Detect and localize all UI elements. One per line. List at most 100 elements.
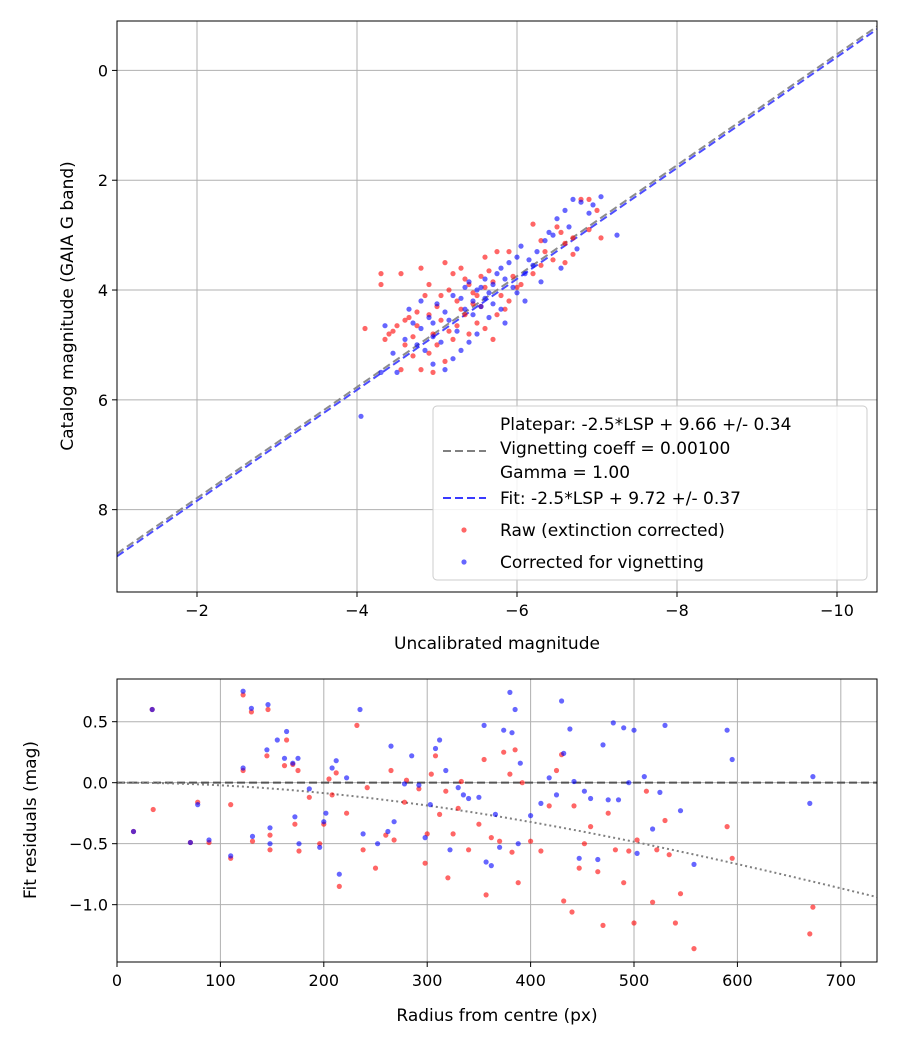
raw-point	[483, 892, 489, 898]
raw-point	[333, 770, 339, 776]
raw-point	[494, 249, 500, 255]
corrected-point	[514, 254, 520, 260]
corrected-point	[446, 317, 452, 323]
corrected-point	[264, 747, 270, 753]
raw-point	[478, 273, 484, 279]
raw-point	[438, 317, 444, 323]
raw-point	[677, 891, 684, 897]
x-tick-label: −8	[665, 601, 689, 620]
corrected-point	[406, 306, 412, 312]
corrected-point	[265, 702, 271, 708]
raw-point	[490, 336, 496, 342]
corrected-point	[571, 778, 577, 785]
top-x-axis-label: Uncalibrated magnitude	[394, 634, 600, 654]
raw-point	[514, 284, 520, 290]
x-tick-label: −10	[820, 601, 854, 620]
raw-point	[450, 336, 456, 342]
raw-point	[571, 803, 577, 809]
corrected-point	[458, 295, 464, 301]
y-tick-label: 0.5	[83, 713, 108, 732]
corrected-point	[360, 831, 366, 837]
raw-point	[576, 865, 582, 871]
corrected-point	[478, 284, 484, 290]
raw-point	[422, 860, 428, 866]
raw-point	[650, 899, 656, 905]
raw-point	[672, 920, 679, 926]
corrected-point	[567, 726, 573, 732]
corrected-point	[614, 232, 620, 238]
raw-point	[546, 803, 552, 809]
corrected-point	[501, 727, 507, 733]
corrected-point	[418, 298, 424, 304]
raw-point	[267, 832, 273, 838]
raw-point	[553, 767, 560, 774]
raw-point	[621, 880, 627, 886]
raw-point	[422, 292, 428, 299]
corrected-point	[595, 856, 601, 863]
y-tick-label: 0.0	[83, 774, 108, 793]
corrected-point	[576, 855, 582, 861]
raw-point	[284, 737, 290, 743]
raw-point	[406, 314, 412, 321]
bottom-y-ticks: 0.5 0.0 −0.5 −1.0	[69, 713, 117, 915]
top-fit-lines	[116, 25, 878, 558]
corrected-point	[149, 706, 155, 713]
corrected-point	[522, 271, 528, 277]
corrected-point	[466, 339, 472, 345]
raw-point	[570, 235, 576, 241]
corrected-point	[470, 312, 476, 318]
corrected-point	[522, 298, 528, 304]
corrected-point	[605, 797, 611, 803]
raw-point	[482, 284, 488, 290]
x-tick-label: 100	[205, 971, 236, 990]
corrected-point	[650, 826, 656, 832]
raw-point	[398, 367, 404, 373]
corrected-point	[394, 369, 400, 375]
raw-point	[336, 883, 342, 890]
x-tick-label: 300	[412, 971, 443, 990]
raw-point	[530, 221, 536, 227]
raw-point	[295, 767, 301, 774]
corrected-point	[240, 765, 246, 771]
corrected-point	[558, 265, 564, 271]
corrected-point	[195, 802, 201, 808]
raw-point	[428, 771, 434, 777]
corrected-point	[546, 775, 552, 781]
corrected-point	[486, 290, 492, 296]
corrected-point	[442, 367, 448, 373]
raw-point	[454, 323, 460, 329]
corrected-point	[284, 728, 290, 735]
raw-point	[249, 838, 256, 844]
corrected-point	[534, 249, 540, 255]
bottom-x-ticks: 0 100 200 300 400 500 600 700	[112, 962, 856, 990]
corrected-point	[130, 828, 137, 835]
raw-point	[631, 920, 637, 926]
corrected-point	[249, 833, 256, 840]
raw-point	[550, 257, 556, 263]
corrected-point	[641, 774, 647, 780]
raw-point	[394, 323, 400, 329]
raw-point	[512, 747, 518, 753]
raw-point	[562, 260, 568, 266]
corrected-point	[634, 850, 640, 857]
corrected-point	[317, 844, 323, 850]
corrected-point	[248, 705, 254, 711]
corrected-point	[267, 825, 273, 831]
corrected-point	[662, 722, 668, 729]
raw-point	[501, 749, 507, 755]
raw-point	[150, 806, 156, 813]
raw-point	[562, 240, 568, 246]
corrected-point	[333, 758, 339, 764]
corrected-point	[807, 800, 813, 807]
top-data-points	[358, 194, 620, 419]
raw-point	[354, 722, 360, 729]
x-tick-label: 700	[826, 971, 857, 990]
corrected-point	[426, 314, 432, 321]
bottom-data-points	[130, 688, 816, 952]
corrected-point	[518, 243, 524, 249]
y-tick-label: 0	[98, 61, 108, 80]
raw-point	[542, 249, 548, 255]
raw-point	[724, 824, 730, 830]
raw-point	[410, 353, 416, 359]
corrected-point	[466, 279, 472, 285]
